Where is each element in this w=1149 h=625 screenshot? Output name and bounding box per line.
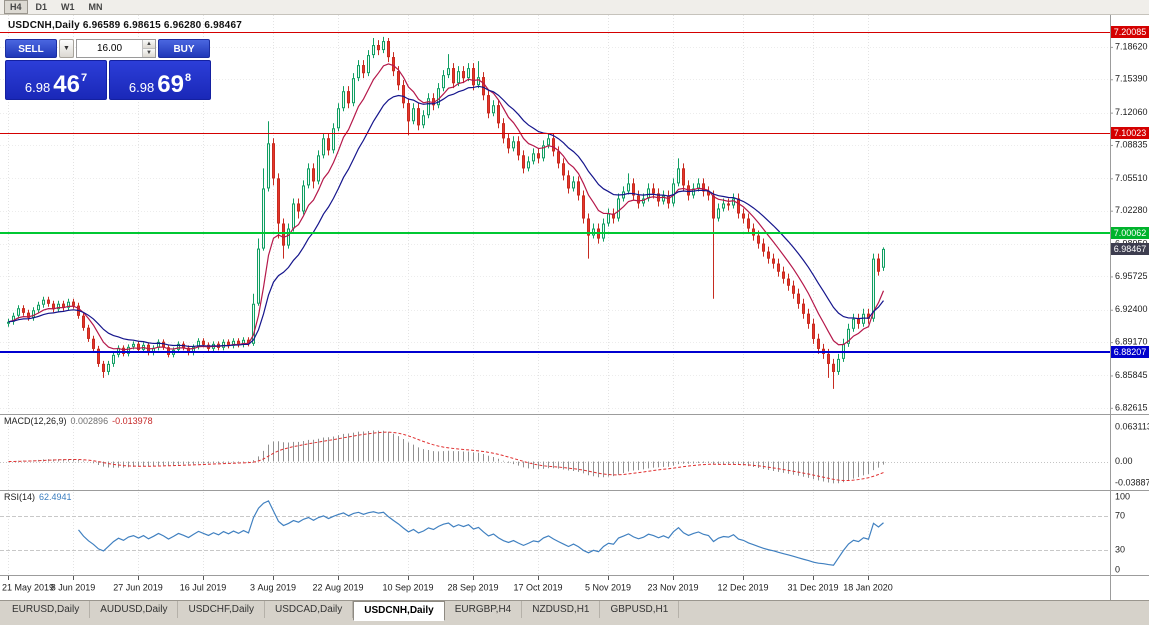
tab-usdcad-daily[interactable]: USDCAD,Daily	[265, 601, 354, 618]
buy-price-point: 8	[184, 72, 192, 84]
support-level-badge-green: 7.00062	[1111, 227, 1149, 239]
rsi-name: RSI(14)	[4, 492, 36, 502]
buy-price-pips: 69	[157, 70, 184, 98]
sell-price-pips: 46	[53, 70, 80, 98]
rsi-indicator-label: RSI(14) 62.4941	[4, 492, 72, 502]
chart-title: USDCNH,Daily 6.96589 6.98615 6.96280 6.9…	[8, 20, 242, 31]
timeframe-toolbar: H4 D1 W1 MN	[0, 0, 1149, 15]
timeframe-button-mn[interactable]: MN	[88, 2, 103, 12]
chevron-down-icon: ▼	[63, 45, 70, 52]
buy-price-box[interactable]: 6.98 69 8	[109, 60, 211, 100]
macd-name: MACD(12,26,9)	[4, 416, 67, 426]
volume-input[interactable]: 16.00 ▲ ▼	[76, 39, 156, 58]
chart-tab-bar: EURUSD,Daily AUDUSD,Daily USDCHF,Daily U…	[0, 600, 1149, 625]
sell-button[interactable]: SELL	[5, 39, 57, 58]
support-level-badge-blue: 6.88207	[1111, 346, 1149, 358]
tab-eurusd-daily[interactable]: EURUSD,Daily	[2, 601, 91, 618]
tab-usdchf-daily[interactable]: USDCHF,Daily	[178, 601, 266, 618]
chart-area: USDCNH,Daily 6.96589 6.98615 6.96280 6.9…	[0, 15, 1149, 600]
tab-eurgbp-h4[interactable]: EURGBP,H4	[445, 601, 523, 618]
order-options-dropdown[interactable]: ▼	[59, 39, 74, 58]
bid-price-badge: 6.98467	[1111, 243, 1149, 255]
resistance-level-badge-1: 7.20085	[1111, 26, 1149, 38]
tab-gbpusd-h1[interactable]: GBPUSD,H1	[600, 601, 680, 618]
tab-nzdusd-h1[interactable]: NZDUSD,H1	[522, 601, 601, 618]
sell-price-box[interactable]: 6.98 46 7	[5, 60, 107, 100]
volume-down-button[interactable]: ▼	[143, 49, 155, 57]
macd-value-main: 0.002896	[70, 416, 109, 426]
buy-button[interactable]: BUY	[158, 39, 210, 58]
volume-up-button[interactable]: ▲	[143, 40, 155, 49]
macd-indicator-label: MACD(12,26,9) 0.002896 -0.013978	[4, 416, 153, 426]
tab-audusd-daily[interactable]: AUDUSD,Daily	[90, 601, 179, 618]
tab-usdcnh-daily[interactable]: USDCNH,Daily	[353, 601, 445, 621]
timeframe-button-d1[interactable]: D1	[35, 2, 48, 12]
sell-price-main: 6.98	[24, 80, 51, 95]
volume-value[interactable]: 16.00	[96, 43, 123, 54]
resistance-level-badge-2: 7.10023	[1111, 127, 1149, 139]
price-chart-canvas[interactable]	[0, 15, 1149, 600]
timeframe-button-w1[interactable]: W1	[61, 2, 75, 12]
timeframe-button-h4[interactable]: H4	[4, 0, 28, 14]
buy-price-main: 6.98	[128, 80, 155, 95]
macd-value-signal: -0.013978	[112, 416, 153, 426]
rsi-value: 62.4941	[39, 492, 72, 502]
one-click-trade-panel: SELL ▼ 16.00 ▲ ▼ BUY 6.98 46 7 6.98 69 8	[5, 39, 211, 100]
sell-price-point: 7	[80, 72, 88, 84]
volume-stepper: ▲ ▼	[142, 40, 155, 57]
